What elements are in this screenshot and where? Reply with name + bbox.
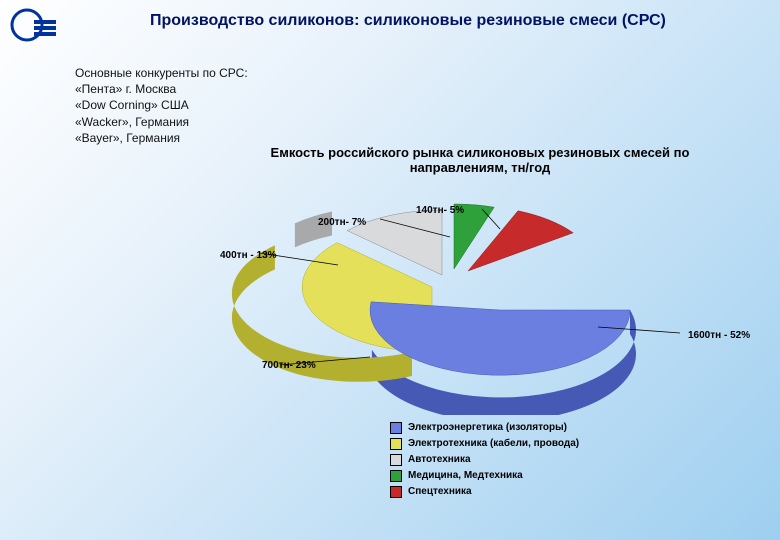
legend-item: Медицина, Медтехника (390, 468, 579, 484)
legend-item: Спецтехника (390, 484, 579, 500)
chart-title: Емкость российского рынка силиконовых ре… (240, 145, 720, 175)
legend-swatch (390, 454, 402, 466)
chart-legend: Электроэнергетика (изоляторы) Электротех… (390, 420, 579, 500)
legend-item: Автотехника (390, 452, 579, 468)
pie-chart (200, 195, 760, 415)
legend-label: Медицина, Медтехника (408, 468, 523, 484)
legend-swatch (390, 422, 402, 434)
competitor-item: «Wacker», Германия (75, 114, 248, 130)
legend-swatch (390, 486, 402, 498)
slice-label: 700тн- 23% (262, 360, 316, 371)
slice-label: 400тн - 13% (220, 250, 277, 261)
legend-label: Спецтехника (408, 484, 472, 500)
competitor-item: «Bауer», Германия (75, 130, 248, 146)
legend-label: Электроэнергетика (изоляторы) (408, 420, 567, 436)
logo-icon (10, 8, 58, 42)
legend-swatch (390, 470, 402, 482)
competitors-block: Основные конкуренты по СРС: «Пента» г. М… (75, 65, 248, 146)
legend-swatch (390, 438, 402, 450)
page-title: Производство силиконов: силиконовые рези… (150, 12, 760, 30)
slice-label: 1600тн - 52% (688, 330, 750, 341)
legend-label: Электротехника (кабели, провода) (408, 436, 579, 452)
competitor-item: «Dow Corning» США (75, 97, 248, 113)
legend-label: Автотехника (408, 452, 471, 468)
slice-label: 200тн- 7% (318, 217, 366, 228)
competitors-heading: Основные конкуренты по СРС: (75, 65, 248, 81)
slice-label: 140тн- 5% (416, 205, 464, 216)
legend-item: Электроэнергетика (изоляторы) (390, 420, 579, 436)
legend-item: Электротехника (кабели, провода) (390, 436, 579, 452)
competitor-item: «Пента» г. Москва (75, 81, 248, 97)
